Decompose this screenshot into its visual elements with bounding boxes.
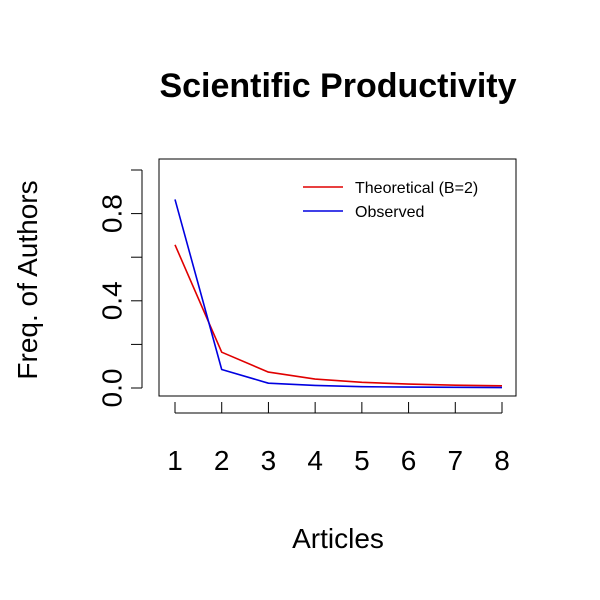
series-line-0 <box>174 244 503 387</box>
series-layer <box>174 199 503 389</box>
x-tick-label: 2 <box>214 445 230 476</box>
chart-title: Scientific Productivity <box>159 67 516 105</box>
x-tick-label: 4 <box>307 445 323 476</box>
y-tick-label: 0.4 <box>97 281 128 320</box>
x-tick-label: 5 <box>354 445 370 476</box>
plot-frame <box>158 158 517 397</box>
series-line-1 <box>174 199 503 389</box>
x-axis-label: Articles <box>292 523 384 554</box>
x-tick-label: 8 <box>494 445 510 476</box>
x-tick-label: 7 <box>447 445 463 476</box>
legend: Theoretical (B=2) Observed <box>303 180 478 221</box>
legend-label-0: Theoretical (B=2) <box>355 180 478 197</box>
y-axis-label: Freq. of Authors <box>12 180 43 379</box>
y-tick-label: 0.8 <box>97 194 128 233</box>
legend-label-1: Observed <box>355 204 424 221</box>
y-tick-label: 0.0 <box>97 369 128 408</box>
x-tick-label: 3 <box>261 445 277 476</box>
x-tick-label: 1 <box>167 445 183 476</box>
y-axis: 0.0 0.4 0.8 <box>97 169 143 408</box>
x-tick-label: 6 <box>401 445 417 476</box>
